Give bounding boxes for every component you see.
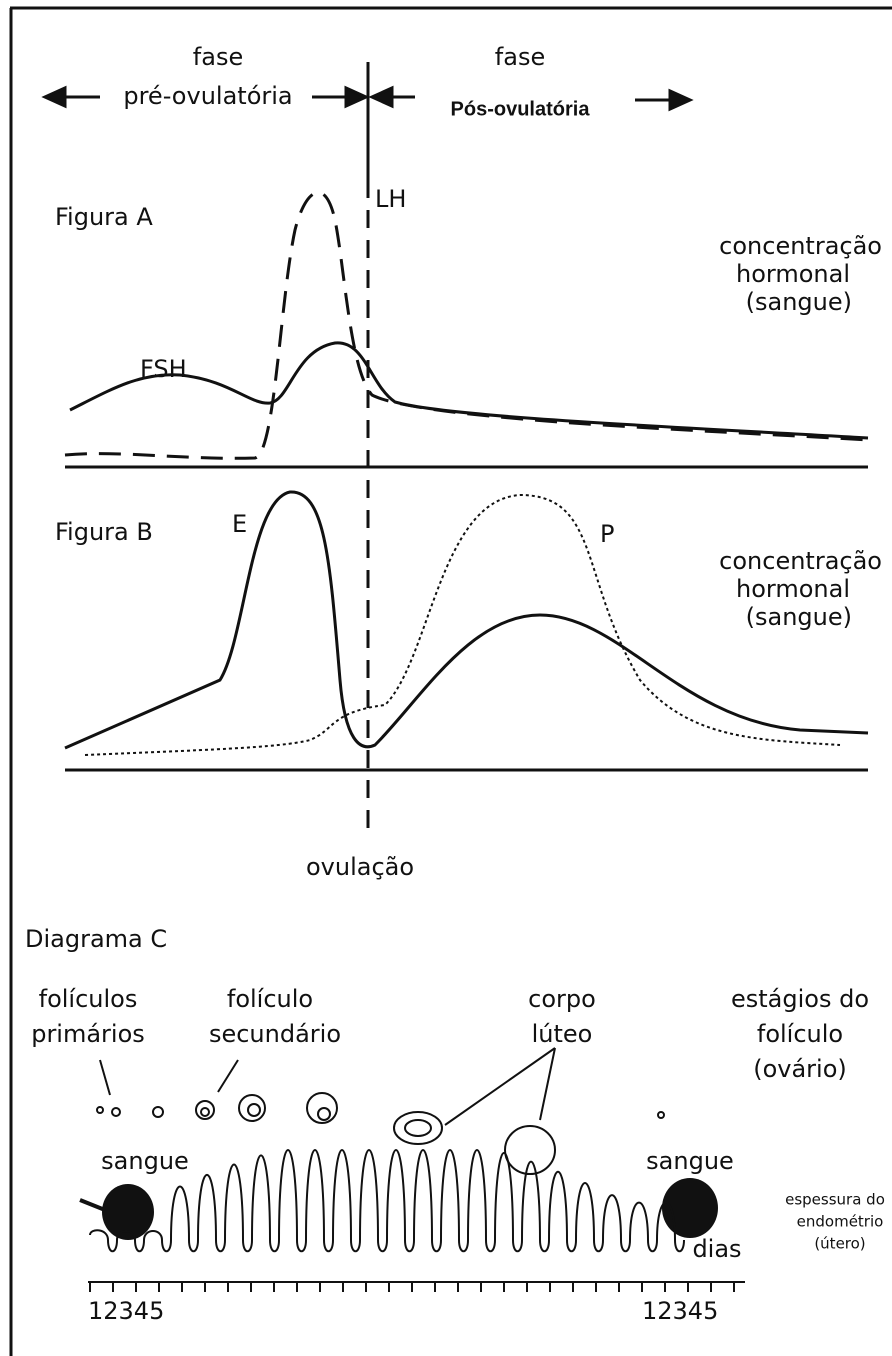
axis-label: hormonal [736,575,850,603]
phase-label: fase [193,43,243,71]
endometrium-label: espessura do [785,1191,885,1209]
follicles [96,1047,665,1175]
axis-label: (sangue) [746,288,852,316]
lh-curve [64,191,869,460]
stage-label: estágios do [731,985,869,1013]
phase-arrows [41,85,694,112]
ovulation-label: ovulação [306,853,414,881]
curve-label: LH [375,185,406,213]
stage-label: folículo [227,985,313,1013]
blood-pointer [79,1198,106,1212]
diagram-title: Diagrama C [25,925,167,953]
axis-label: concentração [719,232,882,260]
e-curve [64,490,869,750]
stage-label: lúteo [532,1020,593,1048]
stage-label: folículos [39,985,138,1013]
blood-label: sangue [101,1147,189,1175]
endometrium-label: (útero) [814,1235,865,1253]
endometrium-line [89,1149,685,1253]
days-label: dias [692,1235,741,1263]
axis-label: hormonal [736,260,850,288]
blood-blob [662,1178,718,1238]
blood-blob [102,1184,154,1240]
figure-title: Figura B [55,518,153,546]
stage-label: folículo [757,1020,843,1048]
phase-name: Pós-ovulatória [451,98,591,120]
phase-name: pré-ovulatória [123,82,292,110]
days-start: 12345 [88,1297,164,1325]
fsh-curve [69,341,869,440]
phase-label: fase [495,43,545,71]
stage-label: secundário [209,1020,341,1048]
axis-label: concentração [719,547,882,575]
days-end: 12345 [642,1297,718,1325]
stage-label: primários [31,1020,145,1048]
axis-label: (sangue) [746,603,852,631]
endometrium-label: endométrio [797,1213,884,1231]
curve-label: E [232,510,247,538]
curve-label: P [600,520,614,548]
p-curve [84,493,841,756]
figure-title: Figura A [55,203,153,231]
ruler-ticks [89,1282,735,1292]
stage-label: (ovário) [753,1055,847,1083]
blood-label: sangue [646,1147,734,1175]
stage-label: corpo [528,985,596,1013]
